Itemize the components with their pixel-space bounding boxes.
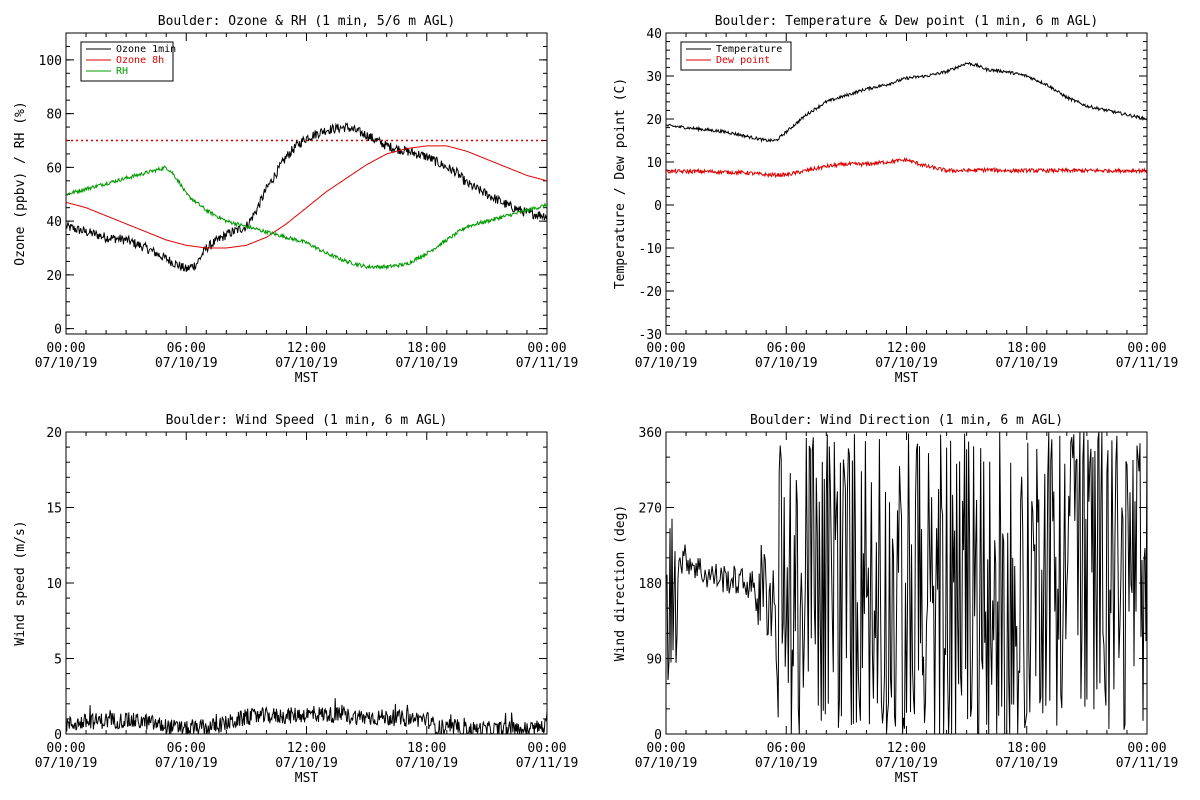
chart-title: Boulder: Temperature & Dew point (1 min,…	[715, 14, 1099, 29]
x-tick-time: 00:00	[1127, 741, 1166, 756]
x-tick-time: 00:00	[46, 741, 85, 756]
x-tick-time: 06:00	[767, 741, 806, 756]
y-tick-label: 180	[639, 577, 662, 592]
x-tick-time: 18:00	[407, 341, 446, 356]
series-line-ozone-1min	[66, 122, 547, 272]
y-tick-label: 15	[46, 502, 62, 517]
x-axis-label: MST	[295, 371, 319, 386]
x-tick-time: 06:00	[167, 741, 206, 756]
x-axis-label: MST	[895, 371, 919, 386]
chart-title: Boulder: Ozone & RH (1 min, 5/6 m AGL)	[158, 14, 455, 29]
legend-label: Temperature	[716, 44, 782, 55]
chart-panel-1: Boulder: Ozone & RH (1 min, 5/6 m AGL) 0 2…	[13, 14, 578, 386]
series-line-wind-speed	[66, 698, 547, 734]
y-tick-label: 270	[639, 502, 662, 517]
chart-panel-4: Boulder: Wind Direction (1 min, 6 m AGL)…	[613, 413, 1178, 786]
y-tick-label: 100	[39, 54, 62, 69]
y-tick-label: 60	[46, 161, 62, 176]
x-tick-time: 12:00	[887, 341, 926, 356]
y-tick-label: -20	[639, 285, 662, 300]
chart-title: Boulder: Wind Speed (1 min, 6 m AGL)	[166, 413, 448, 428]
x-tick-time: 12:00	[287, 741, 326, 756]
y-tick-label: 0	[54, 728, 62, 743]
x-tick-date: 07/10/19	[275, 356, 338, 371]
y-tick-label: 10	[46, 577, 62, 592]
x-tick-time: 18:00	[1007, 741, 1046, 756]
x-tick-date: 07/11/19	[516, 756, 579, 771]
y-tick-label: 20	[46, 269, 62, 284]
y-tick-label: -10	[639, 242, 662, 257]
y-tick-label: -30	[639, 328, 662, 343]
series-line-wind-direction	[666, 432, 1147, 734]
y-tick-label: 0	[654, 199, 662, 214]
x-tick-date: 07/10/19	[35, 356, 98, 371]
x-tick-date: 07/10/19	[875, 756, 938, 771]
chart-title: Boulder: Wind Direction (1 min, 6 m AGL)	[750, 413, 1063, 428]
y-tick-label: 0	[54, 323, 62, 338]
x-tick-date: 07/10/19	[995, 756, 1058, 771]
x-tick-date: 07/10/19	[755, 356, 818, 371]
x-tick-date: 07/10/19	[395, 756, 458, 771]
y-tick-label: 10	[646, 156, 662, 171]
y-tick-label: 90	[646, 653, 662, 668]
x-axis-label: MST	[295, 771, 319, 786]
x-tick-date: 07/10/19	[155, 756, 218, 771]
x-tick-time: 12:00	[287, 341, 326, 356]
legend-label: Dew point	[716, 55, 770, 66]
x-tick-date: 07/10/19	[875, 356, 938, 371]
legend-label: RH	[116, 66, 128, 77]
y-axis-label: Wind speed (m/s)	[13, 520, 28, 645]
y-axis-label: Temperature / Dew point (C)	[613, 78, 628, 289]
legend-label: Ozone 1min	[116, 44, 176, 55]
series-line-dew-point	[666, 157, 1147, 179]
x-tick-date: 07/10/19	[395, 356, 458, 371]
legend-box	[680, 41, 792, 71]
x-tick-date: 07/10/19	[635, 756, 698, 771]
x-tick-time: 06:00	[767, 341, 806, 356]
x-tick-time: 12:00	[887, 741, 926, 756]
x-tick-date: 07/10/19	[275, 756, 338, 771]
y-tick-label: 0	[654, 728, 662, 743]
x-tick-date: 07/10/19	[755, 756, 818, 771]
x-tick-date: 07/10/19	[635, 356, 698, 371]
y-tick-label: 40	[646, 27, 662, 42]
y-tick-label: 20	[46, 426, 62, 441]
x-tick-time: 18:00	[1007, 341, 1046, 356]
x-tick-time: 00:00	[646, 341, 685, 356]
x-tick-date: 07/11/19	[1116, 756, 1179, 771]
y-tick-label: 40	[46, 215, 62, 230]
y-tick-label: 5	[54, 653, 62, 668]
chart-panel-3: Boulder: Wind Speed (1 min, 6 m AGL) 0 5 10…	[13, 413, 578, 786]
x-tick-date: 07/10/19	[995, 356, 1058, 371]
x-tick-date: 07/11/19	[516, 356, 579, 371]
y-tick-label: 20	[646, 113, 662, 128]
series-line-temperature	[666, 61, 1147, 143]
x-tick-date: 07/10/19	[35, 756, 98, 771]
x-tick-time: 00:00	[46, 341, 85, 356]
chart-panel-2: Boulder: Temperature & Dew point (1 min,…	[613, 14, 1178, 386]
x-tick-time: 06:00	[167, 341, 206, 356]
x-tick-time: 18:00	[407, 741, 446, 756]
y-axis-label: Ozone (ppbv) / RH (%)	[13, 101, 28, 265]
y-tick-label: 360	[639, 426, 662, 441]
series-line-ozone-8h	[66, 145, 547, 249]
y-tick-label: 30	[646, 70, 662, 85]
legend-label: Ozone 8h	[116, 55, 164, 66]
y-axis-label: Wind direction (deg)	[613, 505, 628, 662]
x-tick-time: 00:00	[527, 341, 566, 356]
x-tick-time: 00:00	[1127, 341, 1166, 356]
x-tick-date: 07/11/19	[1116, 356, 1179, 371]
x-tick-date: 07/10/19	[155, 356, 218, 371]
x-tick-time: 00:00	[527, 741, 566, 756]
y-tick-label: 80	[46, 108, 62, 123]
x-tick-time: 00:00	[646, 741, 685, 756]
x-axis-label: MST	[895, 771, 919, 786]
series-line-rh	[66, 165, 547, 271]
